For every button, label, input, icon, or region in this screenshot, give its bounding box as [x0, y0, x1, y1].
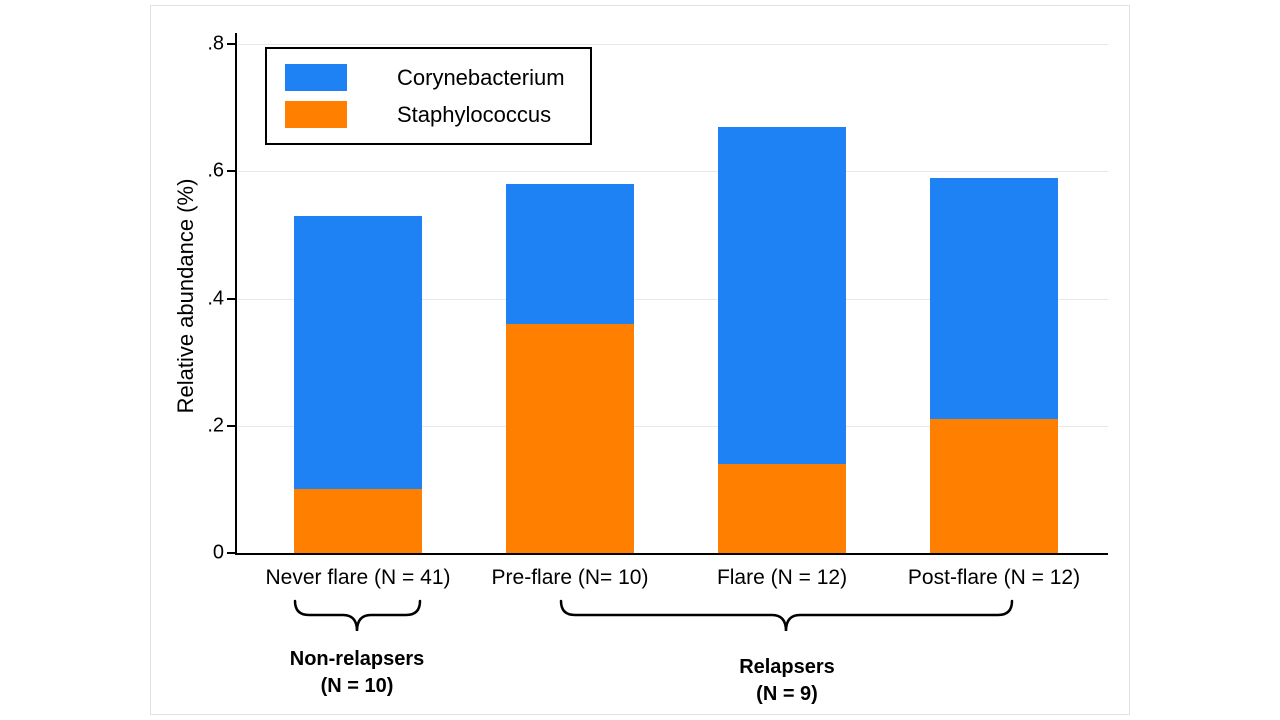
- bar-segment-staphylococcus: [294, 489, 422, 553]
- x-category-label: Flare (N = 12): [716, 566, 848, 589]
- bar-segment-corynebacterium: [718, 126, 846, 464]
- group-label-relapsers: Relapsers (N = 9): [739, 654, 835, 708]
- group-label-non-relapsers: Non-relapsers (N = 10): [290, 646, 425, 700]
- bar-segment-staphylococcus: [506, 323, 634, 553]
- y-tick-label: .4: [207, 287, 224, 309]
- group-label-line2: (N = 9): [756, 683, 818, 705]
- gridline: [238, 171, 1108, 173]
- x-category-label: Pre-flare (N= 10): [491, 566, 649, 589]
- legend-swatch-staphylococcus: [285, 101, 347, 128]
- group-label-line2: (N = 10): [320, 675, 394, 697]
- x-category-label: Never flare (N = 41): [265, 566, 451, 589]
- bar-segment-corynebacterium: [294, 215, 422, 490]
- y-axis-line: [235, 33, 237, 555]
- legend-row: Corynebacterium: [285, 59, 582, 96]
- gridline: [238, 425, 1108, 427]
- bar-segment-corynebacterium: [930, 177, 1058, 420]
- x-category-label: Post-flare (N = 12): [907, 566, 1081, 589]
- bar-segment-staphylococcus: [718, 463, 846, 553]
- group-label-line1: Non-relapsers: [289, 648, 425, 670]
- legend-row: Staphylococcus: [285, 96, 582, 133]
- legend: Corynebacterium Staphylococcus: [265, 47, 592, 145]
- legend-label: Staphylococcus: [397, 101, 552, 127]
- y-tick-label: .8: [207, 32, 224, 55]
- y-tick-label: .2: [207, 414, 224, 437]
- y-axis-title: Relative abundance (%): [173, 178, 198, 414]
- legend-swatch-corynebacterium: [285, 64, 347, 91]
- legend-label: Corynebacterium: [397, 64, 565, 90]
- group-label-line1: Relapsers: [739, 656, 835, 678]
- y-tick-mark: [227, 424, 237, 427]
- y-tick-mark: [227, 43, 237, 45]
- x-axis-line: [235, 553, 1108, 555]
- bar-segment-staphylococcus: [930, 419, 1058, 553]
- gridline: [238, 298, 1108, 300]
- y-tick-mark: [227, 552, 237, 554]
- gridline: [238, 44, 1108, 45]
- y-tick-label: .6: [207, 159, 224, 182]
- bar-segment-corynebacterium: [506, 183, 634, 324]
- y-tick-mark: [227, 297, 237, 300]
- y-tick-label: 0: [212, 541, 224, 564]
- y-tick-mark: [227, 170, 237, 173]
